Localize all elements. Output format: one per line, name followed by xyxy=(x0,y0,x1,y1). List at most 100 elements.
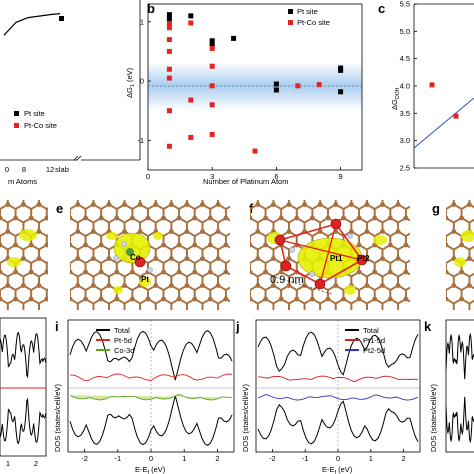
b-ylabel: ΔG1 (eV) xyxy=(125,67,136,98)
e-co-atom xyxy=(126,248,134,256)
b-point-ptco-10 xyxy=(188,134,194,140)
a-legend-pt: Pt site xyxy=(24,109,45,118)
c-ytick-4: 3.5 xyxy=(400,109,410,118)
b-point-ptco-8 xyxy=(188,20,194,26)
panel-h-dos-partial: 1 2 xyxy=(0,317,47,468)
c-point-1 xyxy=(453,113,459,119)
d-density-blob xyxy=(19,229,37,241)
i-xlabel: E-Ef (eV) xyxy=(135,465,166,474)
b-xtick-9: 9 xyxy=(339,172,343,181)
b-xtick-6: 6 xyxy=(274,172,278,181)
b-xtick-0: 0 xyxy=(146,172,150,181)
a-xtick-0: 0 xyxy=(5,165,9,174)
j-legend-pt2: Pt2-5d xyxy=(363,346,385,355)
e-co-label: Co xyxy=(130,253,141,262)
c-ylabel: ΔGOOH xyxy=(390,87,401,110)
b-point-pt-6 xyxy=(273,81,279,87)
panel-d-structure xyxy=(0,200,48,310)
b-letter: b xyxy=(147,1,155,16)
b-point-ptco-15 xyxy=(209,131,215,137)
e-pt-label: Pt xyxy=(141,275,149,284)
i-ylabel: DOS (states/cell/eV) xyxy=(53,384,62,452)
b-point-pt-9 xyxy=(338,67,344,73)
panel-a: 0 8 12 slab m Atoms Pt site Pt-Co site xyxy=(0,0,141,186)
panel-c: c 5.5 5.0 4.5 4.0 3.5 3.0 2.5 ΔGOOH xyxy=(378,0,474,173)
i-xtick-1: -1 xyxy=(114,454,121,463)
panel-e-structure: e Co Pt xyxy=(56,200,230,310)
j-letter: j xyxy=(235,319,240,334)
b-point-ptco-13 xyxy=(209,83,215,89)
a-axis-break xyxy=(73,155,79,161)
j-ylabel: DOS (states/cell/eV) xyxy=(241,384,250,452)
panel-g-structure: g xyxy=(432,200,474,310)
f-pt1-label: Pt1 xyxy=(330,254,343,263)
c-ytick-3: 4.0 xyxy=(400,82,410,91)
k-ylabel: DOS (states/cell/eV) xyxy=(429,384,438,452)
j-legend-pt1: Pt1-5d xyxy=(363,336,385,345)
i-legend-co: Co-3d xyxy=(114,346,134,355)
panel-j-dos: j Total Pt1-5d Pt2-5d -2 -1 0 1 2 DOS (state… xyxy=(235,319,421,474)
b-point-ptco-14 xyxy=(209,102,215,108)
b-point-pt-0 xyxy=(166,12,172,18)
b-plot-frame xyxy=(147,3,363,171)
c-ytick-5: 3.0 xyxy=(400,136,410,145)
a-xlabel: m Atoms xyxy=(8,177,37,186)
a-curve xyxy=(3,13,61,36)
b-legend-marker-ptco xyxy=(288,20,293,25)
b-point-ptco-0 xyxy=(166,21,172,27)
b-point-ptco-12 xyxy=(209,63,215,69)
e-letter: e xyxy=(56,201,63,216)
j-xlabel: E-Ef (eV) xyxy=(322,465,353,474)
i-xtick-0: -2 xyxy=(81,454,88,463)
a-legend-marker-pt xyxy=(14,111,19,116)
b-point-pt-5 xyxy=(231,35,237,41)
b-xtick-3: 3 xyxy=(210,172,214,181)
b-point-ptco-2 xyxy=(166,37,172,43)
b-point-ptco-11 xyxy=(209,45,215,51)
i-legend-pt: Pt-5d xyxy=(114,336,132,345)
f-distance-label: 0.9 nm xyxy=(270,274,304,286)
h-xtick: 1 xyxy=(6,459,10,468)
j-xtick-1: -1 xyxy=(302,454,309,463)
b-point-ptco-7 xyxy=(166,143,172,149)
b-point-ptco-3 xyxy=(166,48,172,54)
c-ytick-0: 5.5 xyxy=(400,0,410,9)
b-point-ptco-9 xyxy=(188,97,194,103)
h-xtick-2: 2 xyxy=(34,459,38,468)
b-marks xyxy=(166,12,344,154)
b-point-pt-7 xyxy=(273,87,279,93)
e-pt-atom xyxy=(134,256,146,268)
b-point-ptco-16 xyxy=(252,148,258,154)
b-ytick-0: 1 xyxy=(140,17,144,26)
j-xtick-4: 2 xyxy=(402,454,406,463)
b-point-pt-1 xyxy=(166,16,172,22)
i-letter: i xyxy=(55,319,59,334)
panel-b: b 0 3 6 9 1 0 -1 Number of Platinum Atom ΔG1 (… xyxy=(125,1,363,186)
b-point-ptco-5 xyxy=(166,75,172,81)
i-xtick-4: 2 xyxy=(215,454,219,463)
c-ytick-6: 2.5 xyxy=(400,164,410,173)
b-legend-marker-pt xyxy=(288,9,293,14)
k-letter: k xyxy=(424,319,432,334)
b-point-pt-3 xyxy=(209,38,215,44)
a-legend-ptco: Pt-Co site xyxy=(24,121,57,130)
b-ytick-2: -1 xyxy=(137,136,144,145)
b-point-pt-2 xyxy=(188,13,194,19)
c-ytick-2: 4.5 xyxy=(400,54,410,63)
panel-k-dos-partial: k DOS (states/cell/eV) xyxy=(424,319,474,453)
b-ticks: 0 3 6 9 1 0 -1 xyxy=(137,17,342,181)
j-legend-total: Total xyxy=(363,326,379,335)
j-xtick-0: -2 xyxy=(269,454,276,463)
b-point-ptco-6 xyxy=(166,108,172,114)
c-scaling-line xyxy=(413,97,474,149)
a-xtick-2: 12 xyxy=(46,165,54,174)
b-legend-ptco: Pt-Co site xyxy=(297,18,330,27)
a-xtick-slab: slab xyxy=(55,165,69,174)
i-xtick-2: 0 xyxy=(149,454,153,463)
b-point-pt-4 xyxy=(209,41,215,47)
b-point-ptco-1 xyxy=(166,25,172,31)
a-xtick-1: 8 xyxy=(22,165,26,174)
b-xlabel: Number of Platinum Atom xyxy=(203,177,288,186)
a-slab-point xyxy=(59,16,64,21)
